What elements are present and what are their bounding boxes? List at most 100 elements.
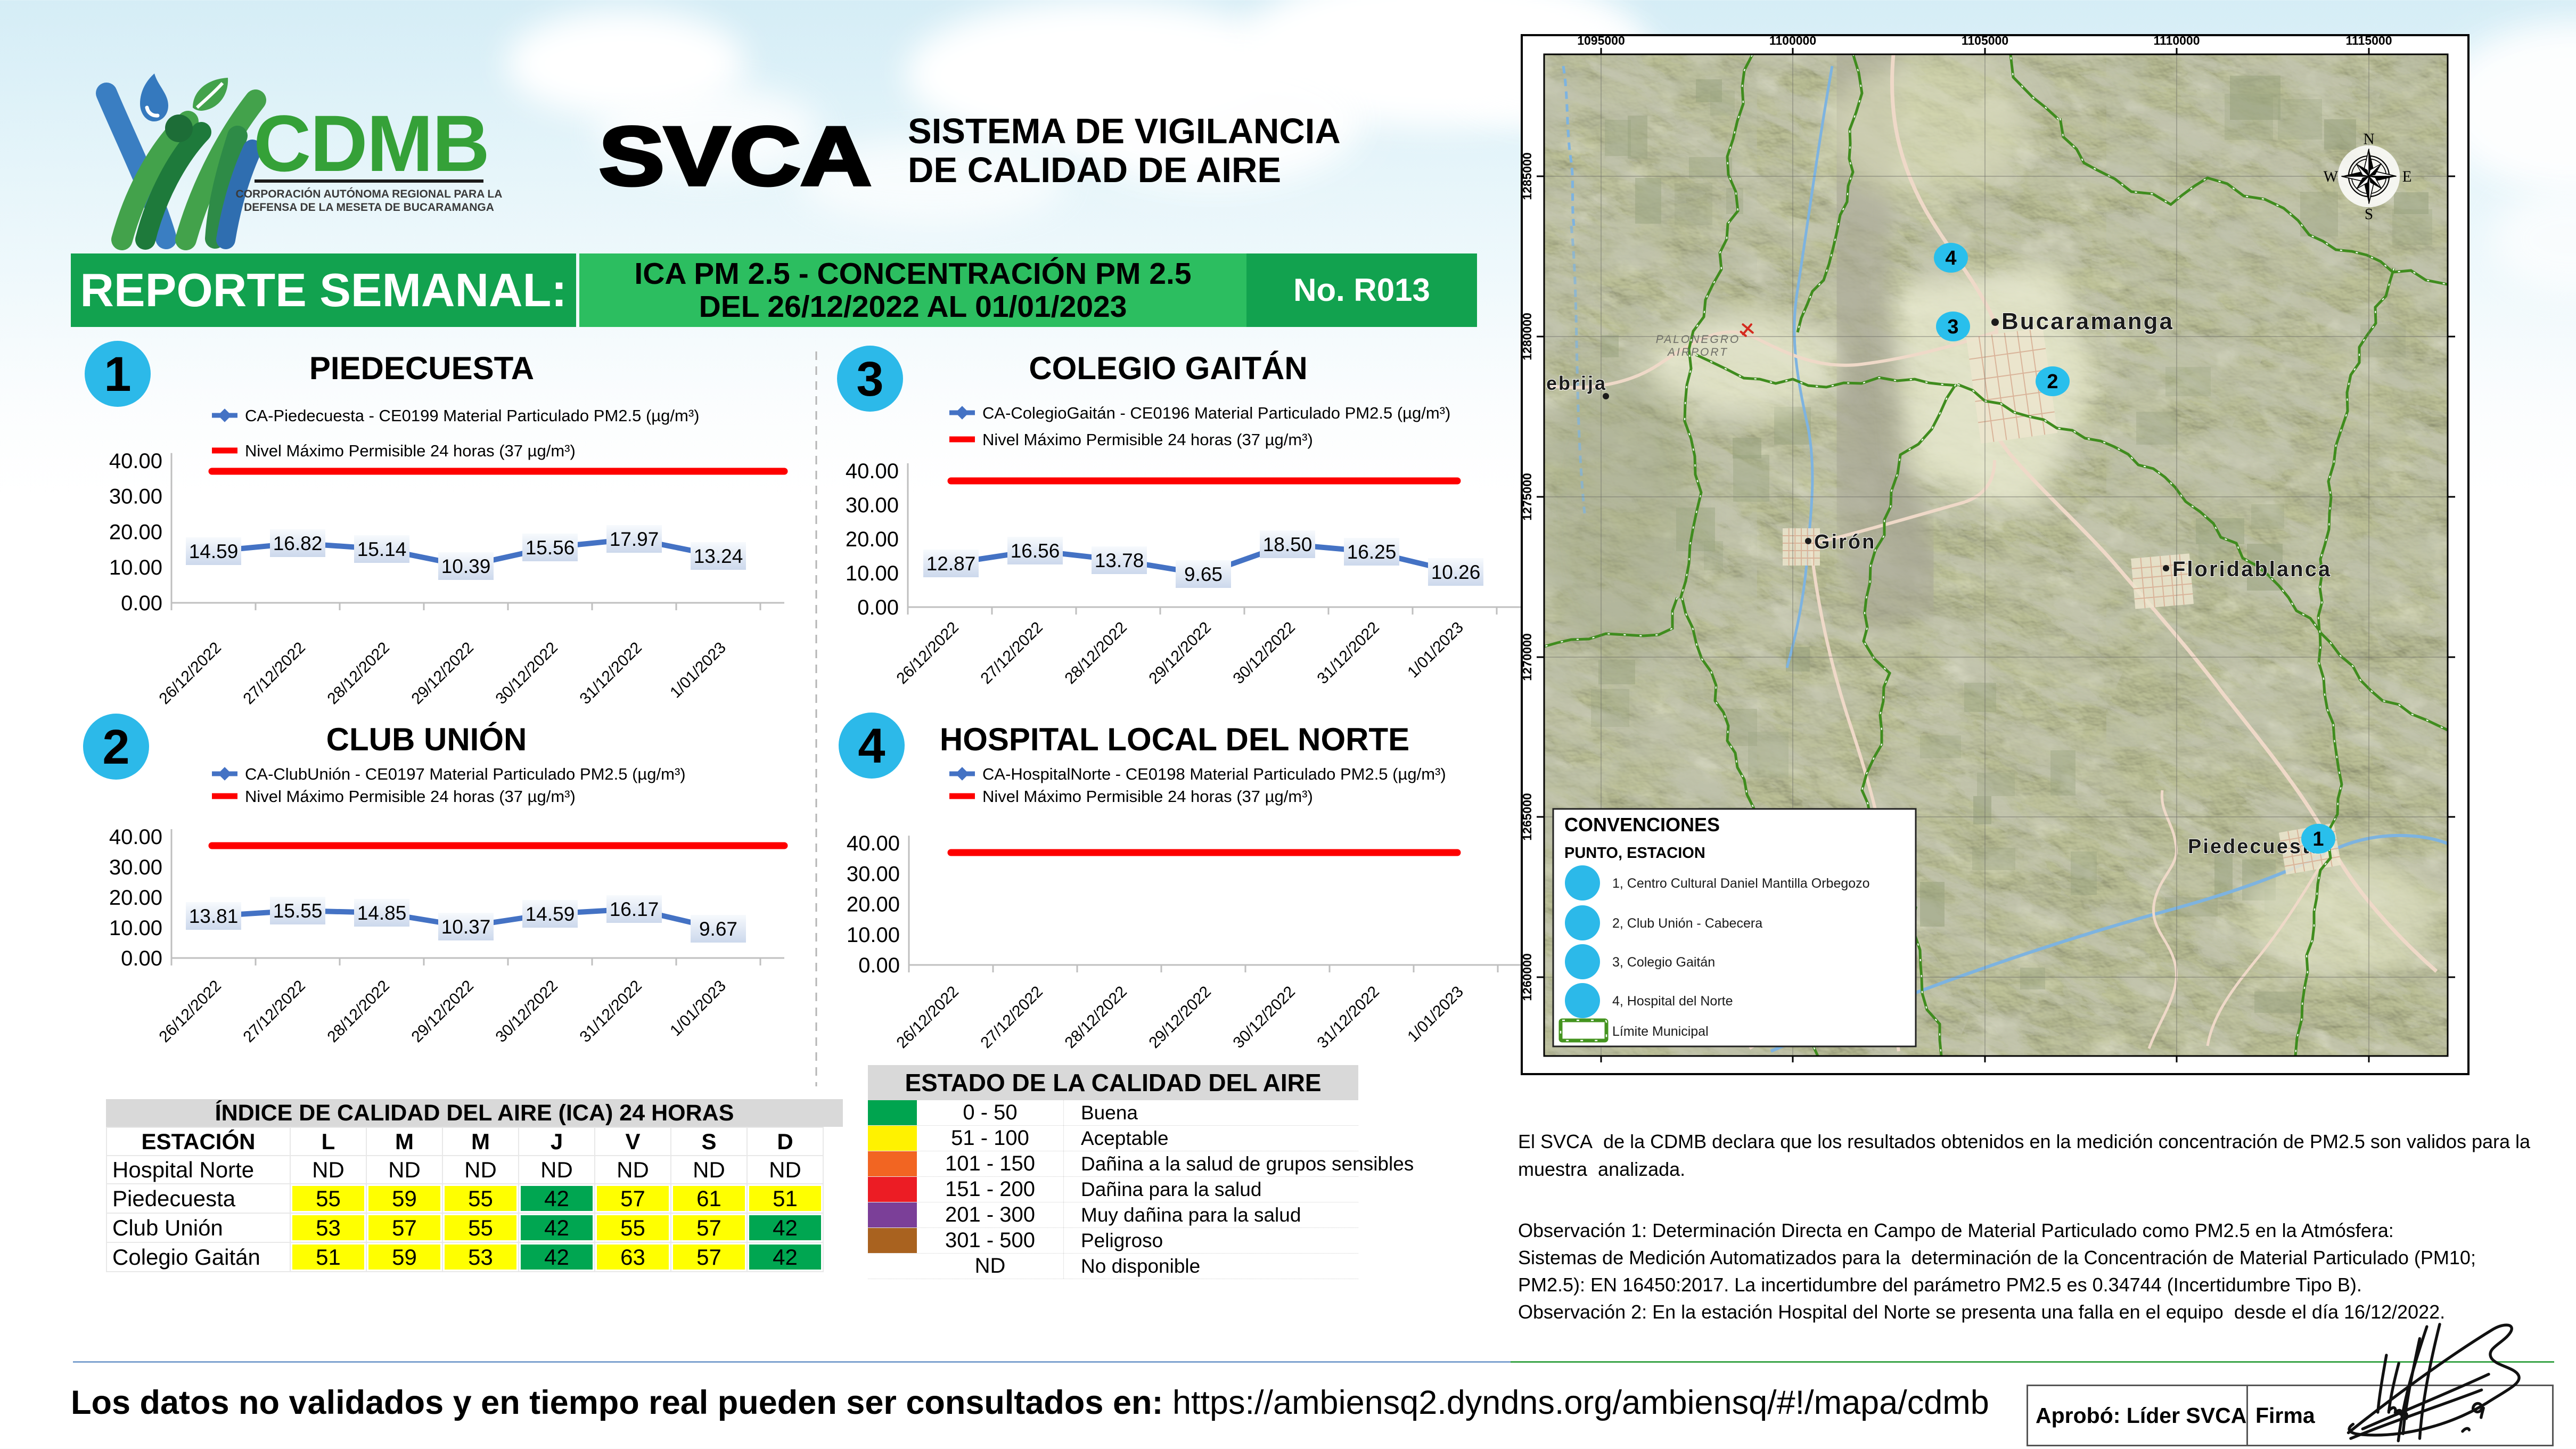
svg-text:14.59: 14.59 bbox=[189, 541, 239, 562]
svg-text:40.00: 40.00 bbox=[109, 825, 162, 849]
svg-text:3: 3 bbox=[1947, 316, 1958, 338]
svg-text:CORPORACIÓN AUTÓNOMA REGIONAL: CORPORACIÓN AUTÓNOMA REGIONAL PARA LA bbox=[236, 187, 503, 200]
svg-text:S: S bbox=[2365, 206, 2373, 223]
svg-text:1: 1 bbox=[2312, 828, 2324, 850]
svg-text:26/12/2022: 26/12/2022 bbox=[155, 977, 225, 1046]
svg-text:AIRPORT: AIRPORT bbox=[1667, 346, 1728, 358]
svg-text:0.00: 0.00 bbox=[858, 954, 900, 977]
svg-text:1275000: 1275000 bbox=[1521, 473, 1534, 521]
svg-text:31/12/2022: 31/12/2022 bbox=[1314, 619, 1383, 688]
svg-text:Piedecuesta: Piedecuesta bbox=[2188, 836, 2324, 858]
svg-text:27/12/2022: 27/12/2022 bbox=[240, 977, 309, 1046]
svg-text:ebrija: ebrija bbox=[1546, 372, 1607, 394]
svg-text:10.00: 10.00 bbox=[846, 562, 899, 585]
svg-text:2: 2 bbox=[102, 720, 129, 774]
svg-text:31/12/2022: 31/12/2022 bbox=[576, 977, 645, 1046]
svg-text:PIEDECUESTA: PIEDECUESTA bbox=[309, 350, 534, 386]
svg-text:1/01/2023: 1/01/2023 bbox=[1404, 619, 1467, 682]
svg-text:DEFENSA DE LA MESETA DE BUCARA: DEFENSA DE LA MESETA DE BUCARAMANGA bbox=[244, 201, 494, 214]
svg-text:2, Club Unión - Cabecera: 2, Club Unión - Cabecera bbox=[1612, 916, 1762, 931]
svg-text:Nivel Máximo Permisible 24 hor: Nivel Máximo Permisible 24 horas (37 µg/… bbox=[982, 430, 1313, 449]
svg-text:16.82: 16.82 bbox=[273, 533, 323, 554]
svg-text:CA-ColegioGaitán - CE0196 Mate: CA-ColegioGaitán - CE0196 Material Parti… bbox=[982, 404, 1450, 422]
svg-text:E: E bbox=[2402, 168, 2412, 185]
svg-text:20.00: 20.00 bbox=[109, 520, 162, 544]
svg-text:30/12/2022: 30/12/2022 bbox=[492, 639, 561, 708]
svg-text:20.00: 20.00 bbox=[109, 886, 162, 910]
svg-text:PUNTO, ESTACION: PUNTO, ESTACION bbox=[1564, 845, 1705, 862]
svg-text:3, Colegio Gaitán: 3, Colegio Gaitán bbox=[1612, 955, 1715, 970]
svg-text:26/12/2022: 26/12/2022 bbox=[893, 619, 962, 688]
svg-text:40.00: 40.00 bbox=[847, 832, 900, 855]
svg-text:20.00: 20.00 bbox=[847, 893, 900, 916]
svg-text:W: W bbox=[2324, 168, 2339, 185]
svg-text:16.25: 16.25 bbox=[1347, 541, 1397, 563]
svg-text:1095000: 1095000 bbox=[1577, 34, 1625, 47]
svg-text:29/12/2022: 29/12/2022 bbox=[408, 639, 477, 708]
svg-text:1285000: 1285000 bbox=[1521, 152, 1534, 200]
svg-text:15.56: 15.56 bbox=[526, 537, 575, 559]
svg-text:14.59: 14.59 bbox=[526, 903, 575, 925]
svg-text:16.17: 16.17 bbox=[610, 898, 659, 920]
svg-text:4: 4 bbox=[858, 719, 885, 773]
svg-text:1/01/2023: 1/01/2023 bbox=[667, 639, 729, 702]
svg-text:30.00: 30.00 bbox=[847, 862, 900, 886]
svg-text:15.14: 15.14 bbox=[357, 538, 407, 560]
svg-text:20.00: 20.00 bbox=[846, 528, 899, 551]
svg-text:Límite Municipal: Límite Municipal bbox=[1612, 1024, 1709, 1039]
svg-text:9.67: 9.67 bbox=[699, 918, 737, 940]
svg-text:Bucaramanga: Bucaramanga bbox=[2001, 308, 2174, 334]
svg-text:1105000: 1105000 bbox=[1962, 34, 2008, 47]
svg-text:2: 2 bbox=[2047, 371, 2058, 393]
svg-text:15.55: 15.55 bbox=[273, 900, 323, 922]
svg-text:10.00: 10.00 bbox=[847, 923, 900, 947]
svg-text:10.00: 10.00 bbox=[109, 556, 162, 579]
svg-text:1/01/2023: 1/01/2023 bbox=[667, 977, 729, 1040]
svg-text:3: 3 bbox=[856, 352, 883, 406]
svg-text:28/12/2022: 28/12/2022 bbox=[1061, 983, 1130, 1052]
svg-text:1265000: 1265000 bbox=[1521, 793, 1534, 841]
svg-text:Girón: Girón bbox=[1814, 531, 1876, 553]
svg-text:1110000: 1110000 bbox=[2153, 34, 2200, 47]
svg-text:CONVENCIONES: CONVENCIONES bbox=[1564, 814, 1720, 836]
svg-text:30/12/2022: 30/12/2022 bbox=[1229, 983, 1299, 1052]
svg-text:10.37: 10.37 bbox=[441, 916, 491, 938]
svg-text:CA-Piedecuesta - CE0199 Materi: CA-Piedecuesta - CE0199 Material Particu… bbox=[245, 406, 699, 425]
svg-text:CDMB: CDMB bbox=[253, 99, 489, 188]
svg-text:16.56: 16.56 bbox=[1011, 540, 1060, 562]
svg-text:12.87: 12.87 bbox=[926, 553, 976, 575]
svg-text:17.97: 17.97 bbox=[610, 528, 659, 550]
svg-text:27/12/2022: 27/12/2022 bbox=[977, 619, 1046, 688]
svg-text:13.24: 13.24 bbox=[694, 545, 743, 567]
svg-text:CLUB UNIÓN: CLUB UNIÓN bbox=[326, 722, 527, 757]
svg-text:28/12/2022: 28/12/2022 bbox=[324, 977, 393, 1046]
svg-text:28/12/2022: 28/12/2022 bbox=[324, 639, 393, 708]
svg-text:COLEGIO GAITÁN: COLEGIO GAITÁN bbox=[1029, 350, 1307, 386]
svg-text:13.81: 13.81 bbox=[189, 905, 239, 927]
svg-text:0.00: 0.00 bbox=[121, 947, 162, 970]
svg-text:30.00: 30.00 bbox=[846, 494, 899, 517]
svg-text:0.00: 0.00 bbox=[121, 592, 162, 615]
svg-text:1270000: 1270000 bbox=[1521, 633, 1534, 681]
svg-text:4, Hospital del Norte: 4, Hospital del Norte bbox=[1612, 994, 1733, 1009]
svg-text:9.65: 9.65 bbox=[1184, 563, 1223, 585]
svg-text:Floridablanca: Floridablanca bbox=[2172, 558, 2332, 581]
svg-text:40.00: 40.00 bbox=[846, 460, 899, 483]
svg-text:Nivel Máximo Permisible 24 hor: Nivel Máximo Permisible 24 horas (37 µg/… bbox=[245, 787, 576, 806]
svg-text:30/12/2022: 30/12/2022 bbox=[1229, 619, 1299, 688]
svg-text:0.00: 0.00 bbox=[857, 596, 899, 619]
svg-text:31/12/2022: 31/12/2022 bbox=[576, 639, 645, 708]
svg-text:1/01/2023: 1/01/2023 bbox=[1404, 983, 1467, 1046]
svg-text:27/12/2022: 27/12/2022 bbox=[240, 639, 309, 708]
svg-text:27/12/2022: 27/12/2022 bbox=[977, 983, 1046, 1052]
svg-text:31/12/2022: 31/12/2022 bbox=[1314, 983, 1383, 1052]
svg-text:40.00: 40.00 bbox=[109, 449, 162, 473]
svg-text:HOSPITAL LOCAL DEL NORTE: HOSPITAL LOCAL DEL NORTE bbox=[940, 722, 1409, 757]
svg-text:29/12/2022: 29/12/2022 bbox=[1145, 619, 1215, 688]
svg-text:14.85: 14.85 bbox=[357, 902, 407, 924]
svg-text:1100000: 1100000 bbox=[1769, 34, 1816, 47]
svg-text:13.78: 13.78 bbox=[1095, 550, 1144, 571]
svg-text:30.00: 30.00 bbox=[109, 856, 162, 879]
svg-text:4: 4 bbox=[1945, 247, 1956, 269]
svg-text:10.26: 10.26 bbox=[1431, 561, 1481, 583]
